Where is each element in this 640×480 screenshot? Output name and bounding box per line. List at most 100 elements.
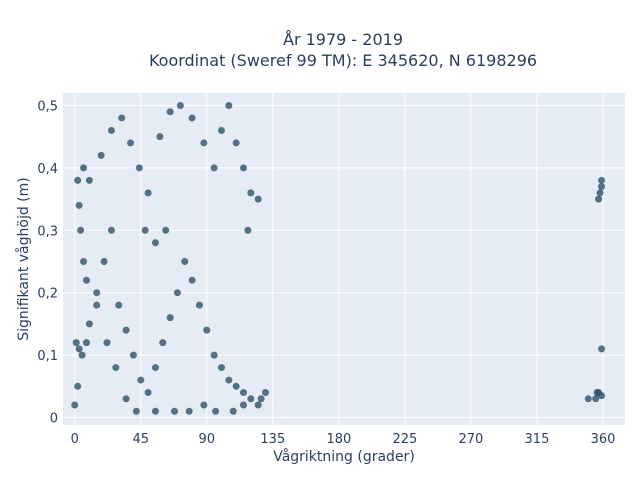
- x-tick-label: 225: [392, 432, 417, 447]
- y-tick-label: 0,1: [37, 349, 58, 364]
- data-point: [173, 289, 181, 297]
- x-tick-label: 90: [199, 432, 216, 447]
- data-point: [74, 382, 82, 390]
- data-point: [254, 195, 262, 203]
- x-tick-label: 315: [525, 432, 550, 447]
- x-tick-label: 0: [71, 432, 79, 447]
- data-point: [107, 226, 115, 234]
- data-point: [85, 320, 93, 328]
- data-point: [232, 139, 240, 147]
- data-point: [72, 339, 80, 347]
- gridlines: [63, 93, 625, 425]
- data-point: [217, 364, 225, 372]
- data-point: [257, 395, 265, 403]
- data-point: [151, 407, 159, 415]
- data-point: [225, 101, 233, 109]
- data-point: [188, 114, 196, 122]
- data-point: [166, 314, 174, 322]
- data-point: [80, 164, 88, 172]
- x-tick-label: 360: [591, 432, 616, 447]
- data-point: [144, 389, 152, 397]
- data-point: [80, 257, 88, 265]
- data-point: [151, 364, 159, 372]
- data-point: [239, 164, 247, 172]
- data-point: [200, 401, 208, 409]
- data-point: [135, 164, 143, 172]
- data-point: [151, 239, 159, 247]
- data-point: [592, 395, 600, 403]
- data-point: [188, 276, 196, 284]
- data-point: [176, 101, 184, 109]
- data-point: [254, 401, 262, 409]
- y-tick-label: 0: [50, 412, 58, 427]
- x-axis-ticks: 0 45 90 135 180 225 270 315 360: [71, 432, 616, 447]
- data-point: [247, 395, 255, 403]
- data-point: [97, 151, 105, 159]
- data-point: [210, 351, 218, 359]
- plot-area: [63, 93, 625, 425]
- data-point: [229, 407, 237, 415]
- data-point: [100, 257, 108, 265]
- y-tick-label: 0,4: [37, 162, 58, 177]
- data-points: [71, 101, 606, 415]
- data-point: [82, 339, 90, 347]
- data-point: [239, 389, 247, 397]
- data-point: [598, 176, 606, 184]
- data-point: [115, 301, 123, 309]
- chart-title-line-2: Koordinat (Sweref 99 TM): E 345620, N 61…: [149, 51, 537, 70]
- x-tick-label: 180: [326, 432, 351, 447]
- data-point: [118, 114, 126, 122]
- data-point: [141, 226, 149, 234]
- data-point: [122, 326, 130, 334]
- data-point: [75, 345, 83, 353]
- data-point: [595, 195, 603, 203]
- data-point: [261, 389, 269, 397]
- data-point: [144, 189, 152, 197]
- data-point: [71, 401, 79, 409]
- data-point: [210, 164, 218, 172]
- data-point: [181, 257, 189, 265]
- data-point: [212, 407, 220, 415]
- data-point: [232, 382, 240, 390]
- chart-title-line-1: År 1979 - 2019: [283, 30, 403, 49]
- data-point: [112, 364, 120, 372]
- data-point: [200, 139, 208, 147]
- y-tick-label: 0,5: [37, 99, 58, 114]
- data-point: [85, 176, 93, 184]
- x-tick-label: 270: [459, 432, 484, 447]
- data-point: [159, 339, 167, 347]
- y-tick-label: 0,2: [37, 287, 58, 302]
- data-point: [122, 395, 130, 403]
- data-point: [171, 407, 179, 415]
- data-point: [217, 126, 225, 134]
- y-axis-title: Signifikant våghöjd (m): [15, 177, 32, 340]
- data-point: [129, 351, 137, 359]
- y-axis-ticks: 0 0,1 0,2 0,3 0,4 0,5: [37, 99, 58, 426]
- data-point: [126, 139, 134, 147]
- x-axis-title: Vågriktning (grader): [273, 448, 415, 465]
- data-point: [75, 201, 83, 209]
- data-point: [137, 376, 145, 384]
- data-point: [166, 108, 174, 116]
- data-point: [225, 376, 233, 384]
- data-point: [247, 189, 255, 197]
- y-tick-label: 0,3: [37, 224, 58, 239]
- data-point: [93, 301, 101, 309]
- data-point: [195, 301, 203, 309]
- x-tick-label: 135: [260, 432, 285, 447]
- data-point: [584, 395, 592, 403]
- data-point: [78, 351, 86, 359]
- data-point: [162, 226, 170, 234]
- data-point: [239, 401, 247, 409]
- data-point: [103, 339, 111, 347]
- data-point: [598, 183, 606, 191]
- data-point: [598, 345, 606, 353]
- data-point: [93, 289, 101, 297]
- data-point: [132, 407, 140, 415]
- data-point: [74, 176, 82, 184]
- data-point: [82, 276, 90, 284]
- data-point: [244, 226, 252, 234]
- x-tick-label: 45: [132, 432, 149, 447]
- data-point: [598, 392, 606, 400]
